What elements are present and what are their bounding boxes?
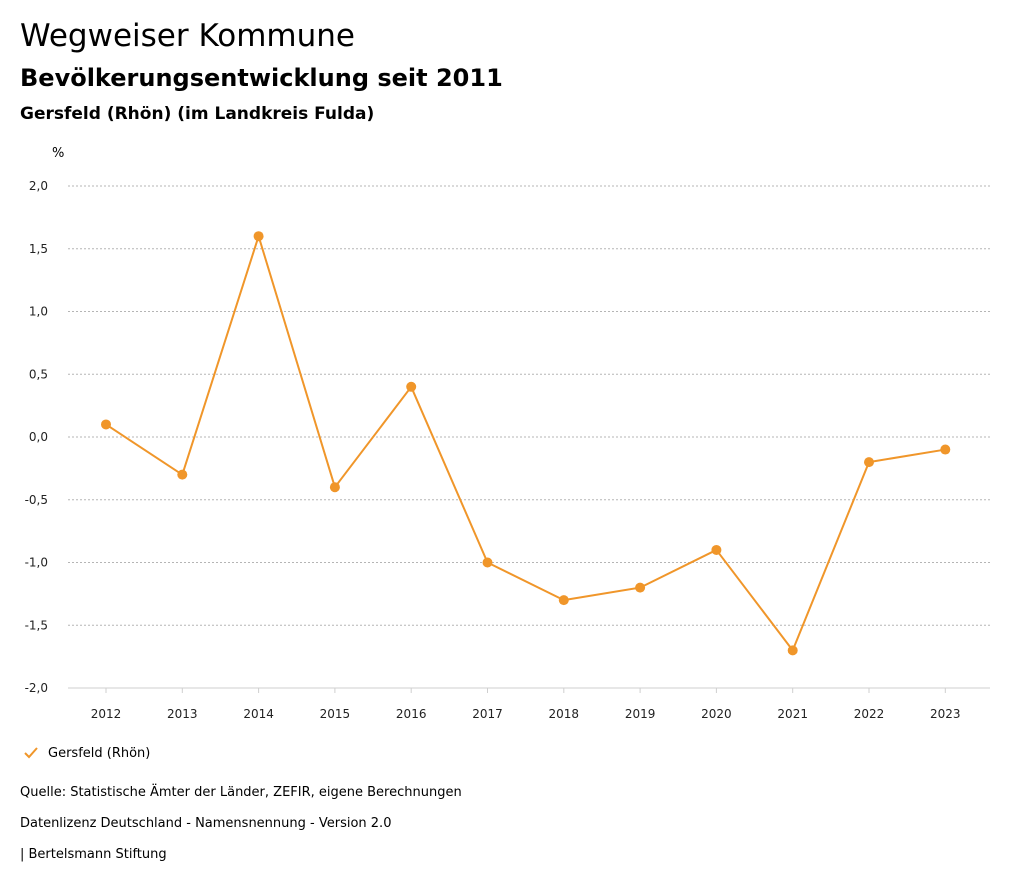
x-tick-label: 2018 [549,707,580,721]
y-tick-label: 2,0 [29,179,48,193]
y-axis-unit: % [52,146,65,161]
y-tick-label: 0,0 [29,430,48,444]
x-tick-label: 2020 [701,707,732,721]
data-point [101,419,111,430]
data-point [253,231,264,242]
x-tick-label: 2019 [625,707,656,721]
x-tick-label: 2015 [320,707,351,721]
data-point [864,457,874,468]
data-point [558,595,569,606]
y-tick-label: -2,0 [25,681,48,695]
x-tick-label: 2013 [167,707,198,721]
x-tick-label: 2012 [91,707,122,721]
data-point [711,544,722,555]
data-point [406,381,417,392]
y-tick-label: 1,0 [29,305,48,319]
license-note: Datenlizenz Deutschland - Namensnennung … [20,816,392,831]
x-tick-label: 2017 [472,707,503,721]
data-point [635,582,646,593]
y-tick-label: -1,0 [25,556,48,570]
y-tick-label: 0,5 [29,367,48,381]
legend-label: Gersfeld (Rhön) [48,745,151,761]
x-tick-label: 2022 [854,707,885,721]
source-note: Quelle: Statistische Ämter der Länder, Z… [20,785,462,800]
chart-subtitle: Bevölkerungsentwicklung seit 2011 [20,64,503,92]
data-point [787,645,798,656]
publisher-note: | Bertelsmann Stiftung [20,847,167,862]
x-tick-label: 2021 [777,707,808,721]
x-tick-label: 2014 [243,707,274,721]
line-chart: 2,0 1,5 1,0 0,5 0,0 -0,5 -1,0 -1,5 -2,0 2012 2013 2… [25,179,990,721]
y-tick-label: -1,5 [25,618,48,632]
chart-location: Gersfeld (Rhön) (im Landkreis Fulda) [20,104,375,124]
data-point [940,444,951,455]
page-title: Wegweiser Kommune [20,18,355,54]
y-tick-label: -0,5 [25,493,48,507]
y-tick-label: 1,5 [29,242,48,256]
legend-check-icon [24,747,38,759]
series-line [105,235,946,652]
data-point [482,557,493,568]
data-point [177,469,188,480]
x-tick-label: 2016 [396,707,427,721]
legend[interactable]: Gersfeld (Rhön) [22,745,150,761]
data-point [329,482,340,493]
x-tick-label: 2023 [930,707,961,721]
